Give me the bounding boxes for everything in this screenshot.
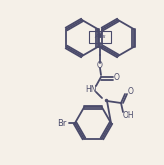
Text: HN: HN [85,84,97,94]
FancyBboxPatch shape [89,31,111,43]
Text: O: O [128,87,134,97]
Text: O: O [97,62,103,70]
Text: O: O [114,73,120,82]
Text: Br: Br [58,118,67,128]
Text: OH: OH [122,111,134,119]
Text: Abs: Abs [94,34,106,39]
